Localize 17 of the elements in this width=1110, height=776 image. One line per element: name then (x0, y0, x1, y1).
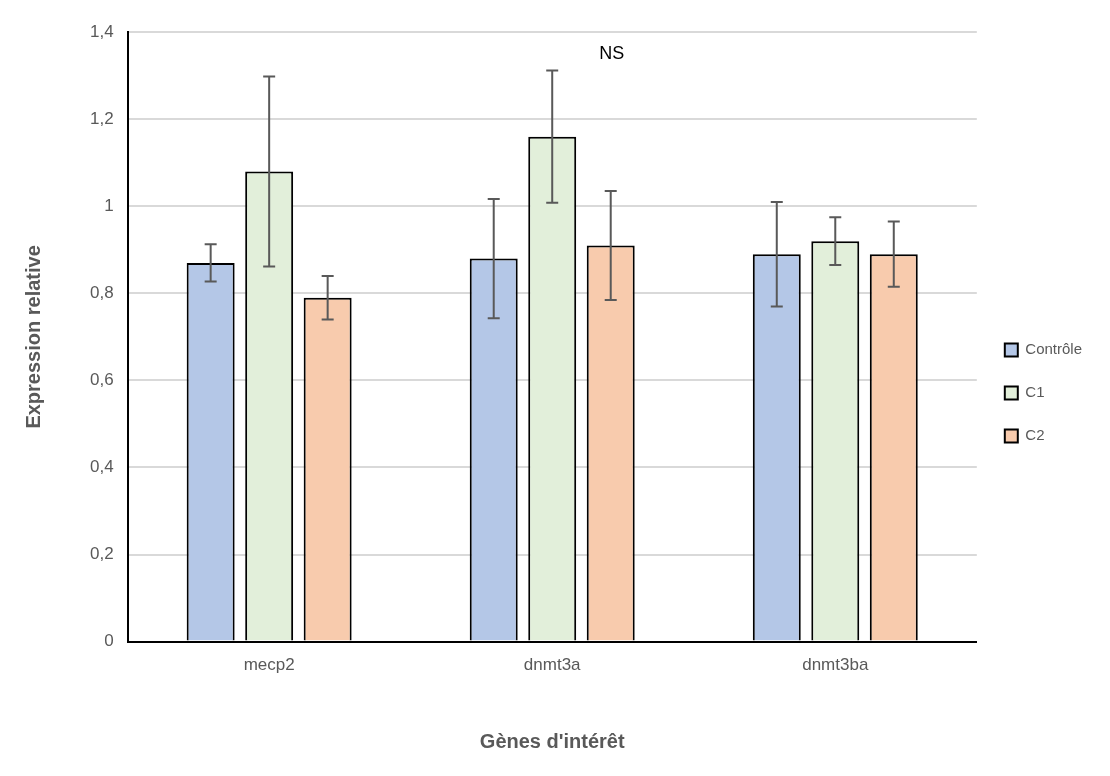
y-tick-label: 0,6 (89, 370, 114, 390)
y-tick-label: 0,2 (89, 544, 114, 564)
legend-label: C1 (1025, 383, 1045, 401)
x-tick-label: dnmt3ba (802, 655, 869, 675)
y-tick-label: 0,4 (89, 457, 114, 477)
legend-label: C2 (1025, 426, 1045, 444)
x-axis-title: Gènes d'intérêt (479, 729, 625, 752)
y-axis-title: Expression relative (21, 245, 44, 429)
x-tick-label: mecp2 (243, 655, 295, 675)
y-tick-label: 1 (104, 196, 114, 215)
y-tick-label: 0,8 (89, 283, 114, 303)
legend-label: Contrôle (1025, 340, 1083, 358)
x-tick-label: dnmt3a (523, 655, 582, 675)
y-tick-label: 0 (104, 631, 114, 651)
y-tick-label: 1,2 (89, 108, 114, 128)
annotation: NS (599, 43, 625, 64)
y-tick-label: 1,4 (89, 21, 114, 41)
